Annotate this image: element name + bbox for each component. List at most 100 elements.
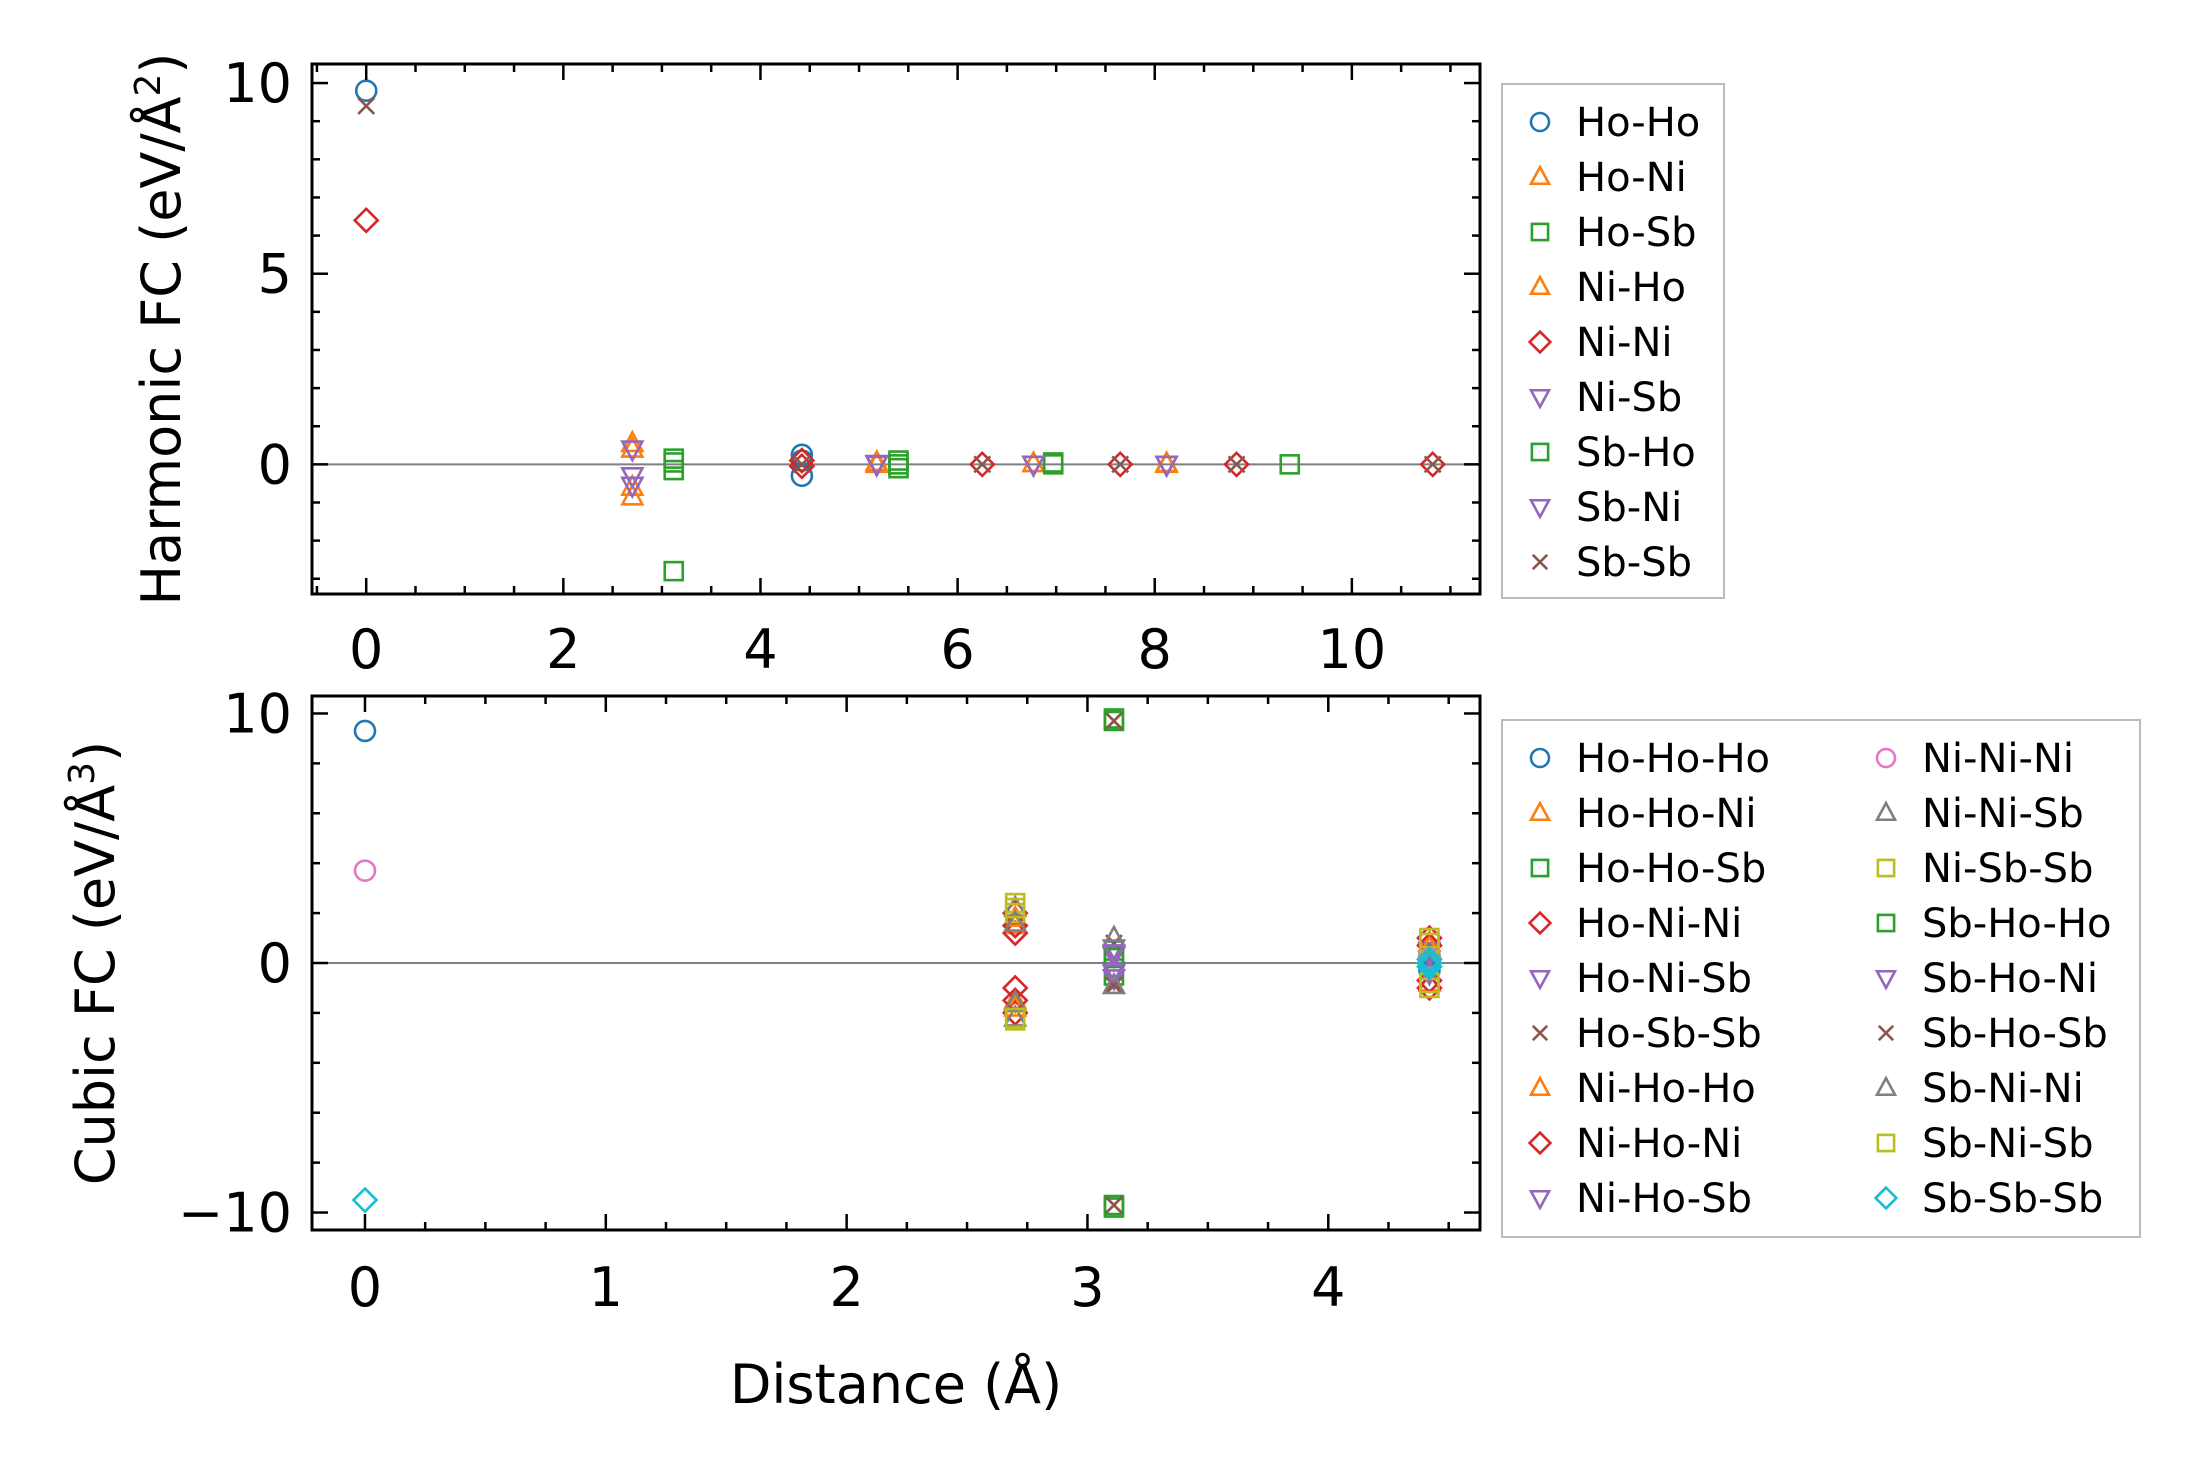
legend-item: Sb-Ho [1530, 430, 1696, 476]
legend-marker-sb-ni-ni [1874, 1075, 1898, 1097]
legend-marker-sb-ho-sb [1877, 1024, 1895, 1042]
x-tick-label: 2 [829, 1256, 863, 1319]
legend-item: Ho-Ni-Ni [1527, 901, 1742, 947]
legend-marker-ho-ho-sb [1530, 858, 1550, 878]
data-point-ni-ni-ni [353, 859, 377, 882]
series-ni-ho-sb [1101, 939, 1442, 992]
legend-item: Ho-Sb [1530, 210, 1697, 256]
legend-marker-ni-sb-sb [1876, 858, 1896, 878]
data-point-sb-ho [663, 452, 685, 473]
legend-label: Ni-Ni-Ni [1922, 736, 2074, 782]
legend-label: Sb-Ho-Ni [1922, 956, 2098, 1002]
y-tick-label: 0 [258, 932, 292, 995]
legend-item: Sb-Sb [1531, 540, 1692, 586]
series-sb-ni-ni [1003, 909, 1127, 1012]
legend-item: Ho-Ho-Ho [1529, 736, 1770, 782]
data-point-ho-ni [1021, 449, 1046, 473]
data-point-ni-ni [1106, 451, 1134, 478]
data-point-sb-ni-ni [1101, 971, 1127, 995]
series-ni-ho [620, 435, 1179, 497]
series-sb-ni [620, 454, 1179, 490]
series-ni-ho-ho [1003, 904, 1442, 1017]
x-tick-label: 4 [1311, 1256, 1345, 1319]
y-axis-title: Harmonic FC (eV/Å2) [128, 53, 194, 606]
data-points [352, 79, 1447, 582]
legend-marker-ni-ho [1528, 274, 1552, 296]
legend-item: Sb-Ho-Ho [1876, 901, 2112, 947]
legend-label: Ni-Ni [1576, 320, 1673, 366]
legend-item: Ni-Ho-Ho [1528, 1066, 1756, 1112]
data-point-sb-ho [1042, 452, 1064, 473]
data-point-sb-ni-ni [1003, 909, 1028, 932]
legend-item: Sb-Ni [1528, 485, 1682, 531]
data-point-sb-ho-ni [1101, 964, 1127, 987]
legend-label: Sb-Ho-Ho [1922, 901, 2112, 947]
legend-label: Sb-Ni-Ni [1922, 1066, 2084, 1112]
legend-item: Sb-Sb-Sb [1873, 1176, 2103, 1222]
y-tick-label: 0 [258, 433, 292, 496]
data-point-sb-ho-ho [1103, 1197, 1125, 1218]
data-point-sb-ho-ho [1103, 947, 1125, 969]
data-point-ni-ni [1223, 451, 1250, 478]
legend-marker-ho-ni [1528, 164, 1552, 186]
x-axis-title: Distance (Å) [730, 1352, 1062, 1416]
series-sb-ho-ni [1101, 944, 1442, 987]
data-point-sb-sb [792, 455, 811, 474]
data-point-ni-ni-sb [1003, 894, 1028, 917]
legend-item: Ho-Ni-Sb [1528, 956, 1752, 1002]
data-point-sb-ni-sb [1004, 897, 1026, 919]
legend: Ho-Ho Ho-Ni Ho-Sb Ni-Ho Ni-Ni Ni-Sb Sb-Ho Sb-Ni… [1501, 83, 1725, 599]
legend-marker-sb-sb-sb [1873, 1185, 1899, 1211]
legend-marker-ho-sb [1530, 222, 1550, 242]
legend-label: Ho-Ho-Ni [1576, 791, 1757, 837]
axis-ticks [312, 64, 1480, 594]
legend-marker-ho-ho [1529, 111, 1551, 133]
data-point-sb-ni-sb [1004, 1007, 1026, 1029]
legend-marker-sb-ho [1530, 442, 1550, 462]
legend-marker-sb-ni [1528, 498, 1552, 520]
data-point-sb-sb [1111, 455, 1130, 474]
data-point-ni-ho [620, 435, 645, 458]
data-point-sb-ho-sb [1105, 976, 1123, 995]
legend-label: Ho-Ho [1576, 100, 1700, 146]
series-ho-ho-ho [353, 719, 1441, 982]
legend-label: Ho-Sb-Sb [1576, 1011, 1762, 1057]
legend-marker-ho-ni-sb [1528, 969, 1552, 991]
x-tick-labels: 0 2 4 6 8 10 [349, 618, 1386, 681]
series-sb-ho [663, 452, 1064, 475]
data-point-ni-sb [620, 476, 645, 500]
legend-marker-ni-ho-sb [1528, 1189, 1552, 1211]
data-point-sb-sb [1227, 455, 1246, 474]
legend-item: Ho-Ho-Sb [1530, 846, 1766, 892]
data-point-sb-sb-sb [351, 1186, 379, 1214]
data-point-ho-sb [663, 560, 685, 582]
x-tick-label: 2 [546, 618, 580, 681]
data-point-sb-sb-sb [1416, 949, 1443, 977]
legend-marker-ni-ho-ni [1527, 1130, 1553, 1156]
data-point-ni-ni [1419, 451, 1447, 478]
data-point-sb-sb-sb [1416, 953, 1443, 981]
legend-marker-ni-ni-ni [1875, 747, 1897, 769]
legend-item: Ni-Sb-Sb [1876, 846, 2093, 892]
series-ho-ho-ni [1003, 911, 1442, 1010]
data-points [351, 708, 1443, 1218]
legend-label: Ni-Ho [1576, 265, 1686, 311]
x-tick-label: 3 [1070, 1256, 1104, 1319]
x-tick-label: 0 [349, 618, 383, 681]
data-point-sb-ni [620, 466, 645, 490]
legend-label: Sb-Ni-Sb [1922, 1121, 2093, 1167]
data-point-sb-sb [1423, 455, 1442, 474]
series-ni-ni-ni [353, 859, 1441, 970]
legend-item: Sb-Ho-Sb [1877, 1011, 2108, 1057]
data-point-ni-ni [352, 206, 380, 234]
x-tick-label: 6 [940, 618, 974, 681]
x-tick-label: 0 [348, 1256, 382, 1319]
data-point-ni-ni-sb [1003, 1004, 1028, 1027]
data-point-ni-sb [620, 440, 645, 463]
data-point-sb-ho-ho [1103, 708, 1125, 729]
data-point-sb-sb [357, 97, 376, 115]
data-point-sb-ni [864, 454, 889, 478]
legend-label: Ho-Ni [1576, 155, 1687, 201]
plot-frame [310, 694, 1482, 1232]
